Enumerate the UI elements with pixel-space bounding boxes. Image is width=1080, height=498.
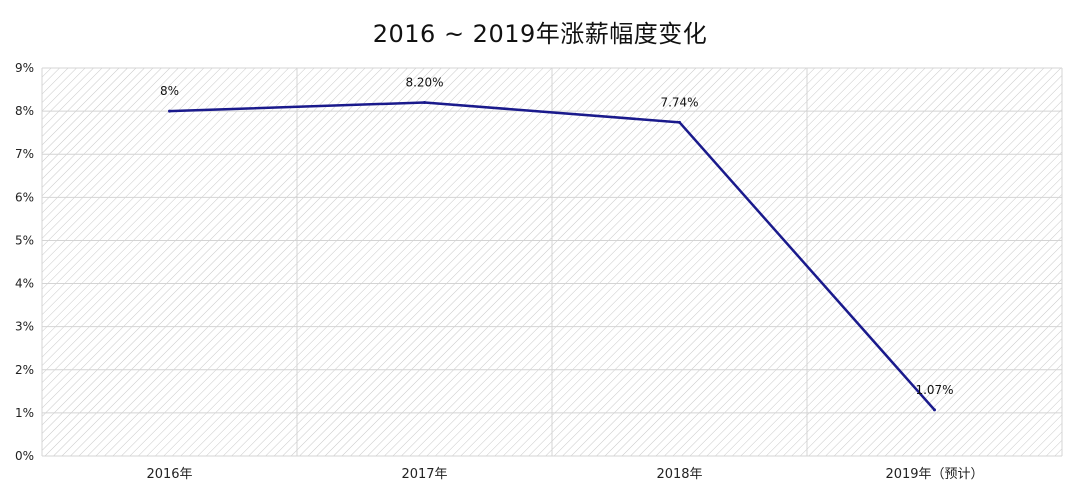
chart-title: 2016 ~ 2019年涨薪幅度变化 xyxy=(372,20,708,48)
y-tick-label: 8% xyxy=(15,104,34,118)
x-tick-label: 2018年 xyxy=(656,467,702,482)
data-label: 8% xyxy=(160,84,179,98)
data-point xyxy=(678,120,681,124)
y-tick-label: 4% xyxy=(15,277,34,291)
y-tick-label: 1% xyxy=(15,406,34,420)
x-tick-label: 2019年（预计） xyxy=(885,467,983,482)
data-point xyxy=(168,109,171,113)
y-tick-label: 3% xyxy=(15,320,34,334)
data-label: 7.74% xyxy=(660,95,698,109)
y-axis: 0% 1% 2% 3% 4% 5% 6% 7% 8% 9% xyxy=(15,61,34,463)
series-polyline xyxy=(169,101,936,411)
y-tick-label: 9% xyxy=(15,61,34,75)
data-point xyxy=(933,408,936,412)
data-point xyxy=(423,100,426,104)
x-axis: 2016年 2017年 2018年 2019年（预计） xyxy=(146,467,983,482)
gridlines xyxy=(41,67,1063,457)
y-tick-label: 6% xyxy=(15,190,34,204)
y-tick-label: 5% xyxy=(15,233,34,247)
x-tick-label: 2016年 xyxy=(146,467,192,482)
data-labels: 8% 8.20% 7.74% 1.07% xyxy=(160,75,954,396)
data-label: 8.20% xyxy=(405,75,443,89)
y-tick-label: 0% xyxy=(15,449,34,463)
y-tick-label: 7% xyxy=(15,147,34,161)
series-line xyxy=(168,100,936,412)
y-tick-label: 2% xyxy=(15,363,34,377)
x-tick-label: 2017年 xyxy=(401,467,447,482)
data-label: 1.07% xyxy=(915,383,953,397)
